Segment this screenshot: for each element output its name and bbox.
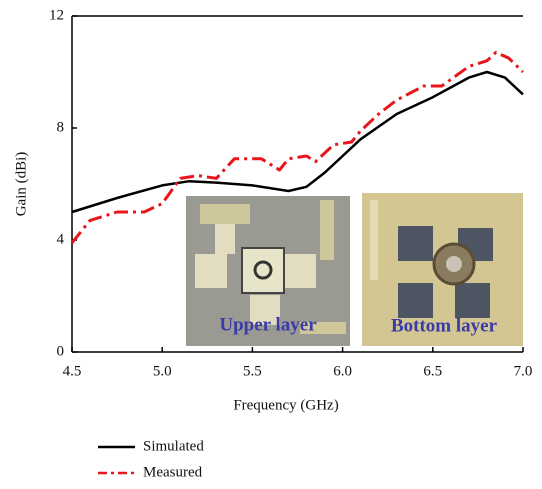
x-tick-label: 4.5 bbox=[63, 363, 82, 379]
x-tick-label: 7.0 bbox=[514, 363, 533, 379]
legend-label: Simulated bbox=[143, 438, 204, 454]
x-tick-label: 6.5 bbox=[423, 363, 442, 379]
annotation: Upper layer bbox=[219, 314, 317, 335]
annotation: Bottom layer bbox=[391, 315, 498, 336]
y-tick-label: 4 bbox=[57, 231, 65, 247]
legend-label: Measured bbox=[143, 464, 203, 480]
x-tick-label: 5.0 bbox=[153, 363, 172, 379]
series-line bbox=[71, 70, 524, 214]
y-tick-label: 0 bbox=[57, 343, 65, 359]
y-tick-label: 8 bbox=[57, 119, 65, 135]
y-tick-label: 12 bbox=[49, 7, 64, 23]
x-tick-label: 5.5 bbox=[243, 363, 262, 379]
inset-bottom-layer bbox=[362, 193, 523, 346]
x-tick-label: 6.0 bbox=[333, 363, 352, 379]
x-axis-label: Frequency (GHz) bbox=[233, 397, 338, 413]
series-line bbox=[70, 50, 525, 244]
inset-upper-layer bbox=[186, 196, 350, 346]
y-axis-label: Gain (dBi) bbox=[13, 152, 29, 217]
